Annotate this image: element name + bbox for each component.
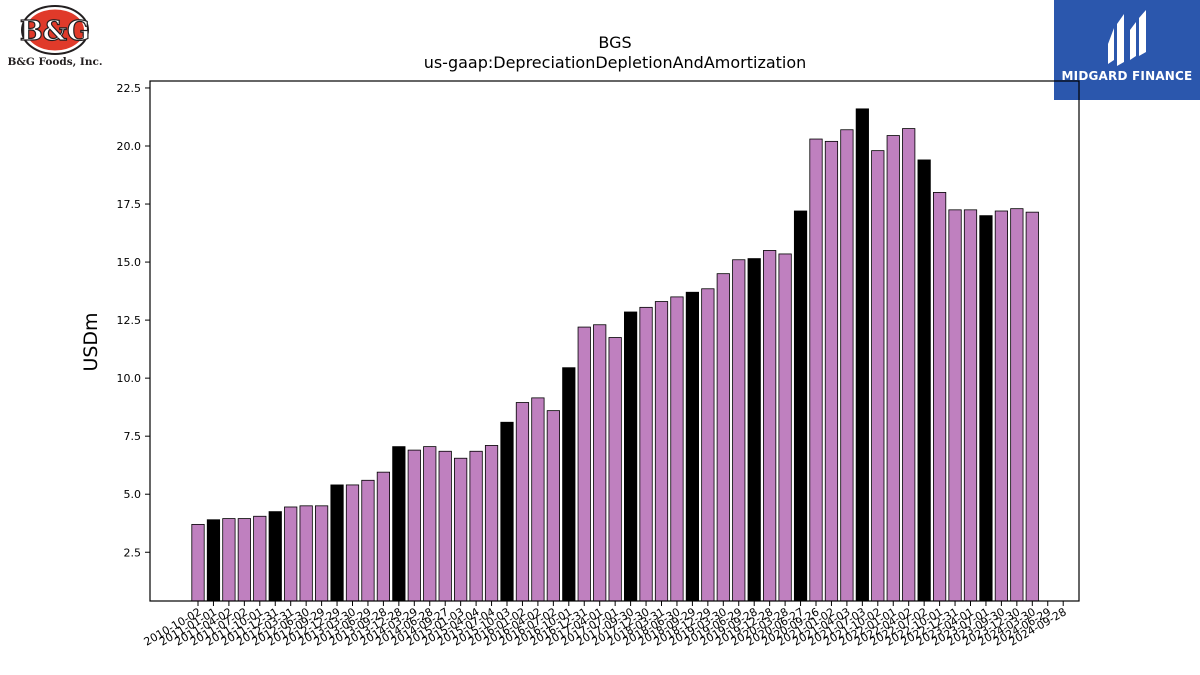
bg-foods-logo: B&G B&G Foods, Inc. bbox=[0, 0, 110, 72]
bar bbox=[639, 306, 653, 602]
bar bbox=[330, 484, 344, 602]
bar bbox=[979, 215, 993, 602]
bar bbox=[253, 515, 267, 602]
bar bbox=[1010, 208, 1024, 602]
bar bbox=[670, 296, 684, 602]
bar bbox=[546, 410, 560, 602]
bg-foods-name: B&G Foods, Inc. bbox=[7, 56, 102, 68]
bar bbox=[562, 367, 576, 602]
bar bbox=[577, 326, 591, 602]
bar bbox=[484, 445, 499, 602]
bar bbox=[284, 506, 298, 602]
y-tick-label: 7.5 bbox=[124, 430, 142, 443]
bar bbox=[423, 446, 437, 602]
bar bbox=[948, 209, 962, 602]
bar bbox=[345, 484, 360, 602]
y-axis-label: USDm bbox=[80, 312, 102, 371]
bar bbox=[500, 421, 514, 602]
y-tick-label: 20.0 bbox=[117, 140, 142, 153]
bar bbox=[237, 518, 251, 602]
bar bbox=[268, 511, 282, 602]
bar bbox=[515, 402, 530, 602]
bar bbox=[917, 159, 931, 602]
bar bbox=[314, 505, 329, 602]
y-tick-label: 22.5 bbox=[117, 82, 142, 95]
bar bbox=[299, 505, 313, 602]
y-tick-label: 2.5 bbox=[124, 546, 142, 559]
y-tick-label: 17.5 bbox=[117, 198, 142, 211]
y-tick-label: 10.0 bbox=[117, 372, 142, 385]
bar bbox=[886, 135, 900, 602]
bar bbox=[685, 291, 700, 602]
bar bbox=[824, 140, 839, 602]
bar bbox=[793, 210, 808, 602]
bar bbox=[809, 138, 823, 602]
bar bbox=[361, 479, 375, 602]
bar bbox=[840, 129, 854, 602]
bar bbox=[206, 519, 221, 602]
bar bbox=[763, 250, 777, 602]
bar bbox=[933, 192, 947, 602]
y-tick-label: 15.0 bbox=[117, 256, 142, 269]
bar bbox=[407, 449, 421, 602]
bar bbox=[469, 450, 483, 602]
plot-frame bbox=[149, 80, 1080, 602]
bar bbox=[593, 324, 607, 602]
bar bbox=[963, 209, 978, 602]
bar bbox=[701, 288, 715, 602]
bar bbox=[531, 397, 545, 602]
bar bbox=[716, 273, 730, 602]
bar bbox=[191, 523, 205, 602]
bar bbox=[392, 446, 406, 602]
bar bbox=[902, 128, 916, 602]
midgard-finance-name: MIDGARD FINANCE bbox=[1061, 69, 1193, 83]
bar bbox=[1025, 211, 1039, 602]
x-axis: 2010-10-022011-01-012011-04-022011-07-02… bbox=[142, 601, 1069, 649]
bar bbox=[376, 471, 391, 602]
bar bbox=[778, 253, 792, 602]
bar bbox=[608, 337, 622, 602]
y-axis: 2.5 5.0 7.5 10.0 12.5 15.0 17.5 20.0 22.5 bbox=[117, 82, 150, 559]
bars-layer bbox=[191, 108, 1039, 602]
y-tick-label: 12.5 bbox=[117, 314, 142, 327]
y-tick-label: 5.0 bbox=[124, 488, 142, 501]
bar bbox=[732, 259, 746, 602]
svg-text:B&G: B&G bbox=[20, 16, 90, 47]
bar bbox=[747, 258, 761, 602]
midgard-finance-logo: MIDGARD FINANCE bbox=[1054, 0, 1200, 100]
bar bbox=[871, 150, 885, 602]
bar bbox=[855, 108, 869, 602]
bar bbox=[222, 518, 236, 602]
chart-title: BGS bbox=[598, 33, 631, 52]
bar bbox=[438, 450, 452, 602]
chart-subtitle: us-gaap:DepreciationDepletionAndAmortiza… bbox=[424, 53, 807, 72]
bar bbox=[454, 457, 468, 602]
bar bbox=[994, 210, 1009, 602]
bar bbox=[624, 311, 638, 602]
bar bbox=[654, 301, 669, 602]
